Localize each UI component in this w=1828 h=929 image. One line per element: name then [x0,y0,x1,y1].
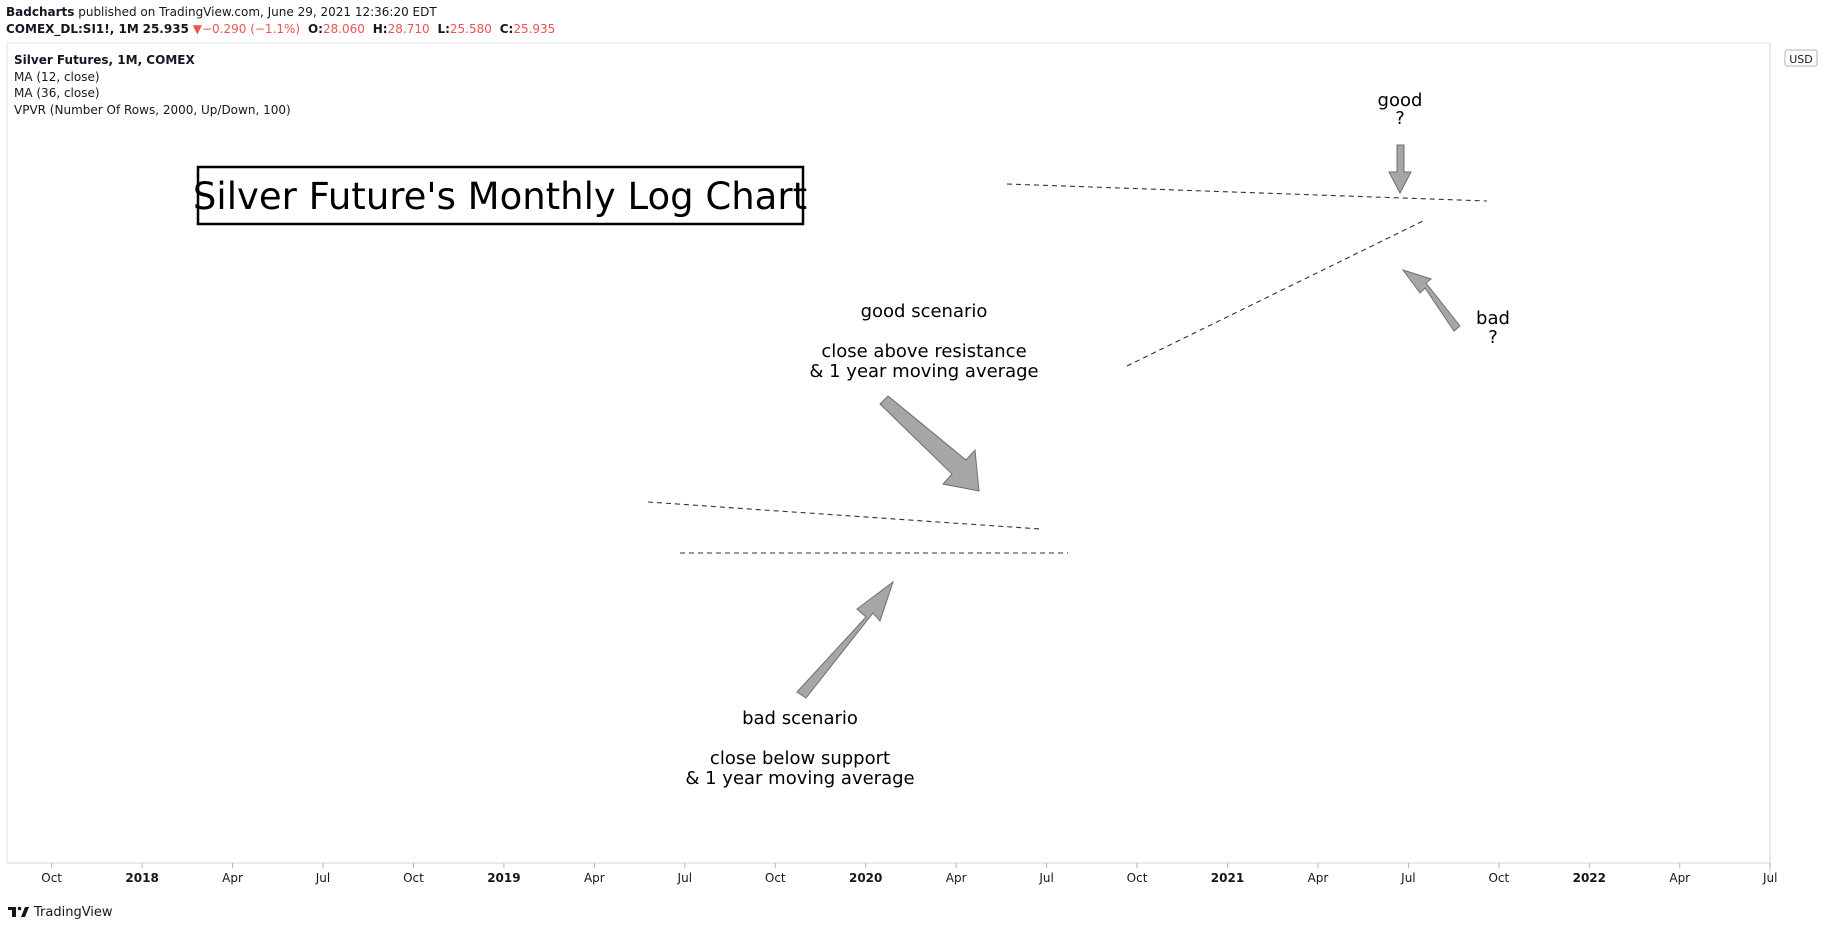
good-arrow-icon [879,395,980,492]
footer-brand: TradingView [33,905,113,920]
last-price: 25.935 [142,22,189,36]
x-tick-label: 2021 [1211,871,1244,885]
x-tick-label: 2020 [849,871,882,885]
currency-box [1784,49,1818,67]
bad-scenario-text-2: & 1 year moving average [685,768,914,789]
high-label: H: [372,22,388,36]
bad-label: bad [1476,308,1510,329]
down-arrow-icon: ▼ [192,22,202,36]
x-tick-label: 2022 [1573,871,1606,885]
chart-title: Silver Future's Monthly Log Chart [193,175,807,218]
currency-label: USD [1789,53,1813,66]
legend-vpvr[interactable]: VPVR (Number Of Rows, 2000, Up/Down, 100… [14,102,291,117]
x-tick-label: Oct [41,871,62,885]
price-change: −0.290 (−1.1%) [201,22,301,36]
high-value: 28.710 [387,22,430,36]
x-tick-label: Oct [403,871,424,885]
logo-dot [17,906,22,911]
logo-slash [21,907,29,917]
good-scenario-text-1: close above resistance [821,341,1026,362]
close-value: 25.935 [513,22,556,36]
support-line-upper [1126,219,1426,367]
x-tick-label: Jul [1038,871,1053,885]
x-tick-label: Jul [1400,871,1415,885]
x-tick-label: Apr [222,871,243,885]
good-scenario-text-2: & 1 year moving average [809,361,1038,382]
bad-up-arrow-icon [1401,269,1461,332]
symbol-label[interactable]: COMEX_DL:SI1!, 1M [6,22,139,36]
x-tick-label: Jul [677,871,692,885]
open-value: 28.060 [322,22,365,36]
header-bar: Badcharts published on TradingView.com, … [0,0,1828,40]
legend-ma36[interactable]: MA (36, close) [14,86,100,100]
x-tick-label: Apr [946,871,967,885]
x-tick-label: Apr [1669,871,1690,885]
trend-lines [647,183,1488,554]
good-scenario-label: good scenario [861,301,988,322]
x-tick-label: Oct [1488,871,1509,885]
title-frame [196,165,805,226]
good-down-arrow-icon [1388,144,1412,195]
legend-series[interactable]: Silver Futures, 1M, COMEX [14,53,195,67]
published-text: published on TradingView.com, June 29, 2… [78,5,437,19]
good-question-mark: ? [1395,108,1405,129]
annotations: good scenario close above resistance & 1… [685,90,1510,789]
resistance-line-upper [1006,183,1488,202]
bad-question-mark: ? [1488,327,1498,348]
x-tick-label: Oct [765,871,786,885]
open-label: O: [307,22,323,36]
bad-scenario-text-1: close below support [710,748,890,769]
tradingview-logo-icon [8,907,16,917]
bad-arrow-icon [796,580,894,699]
resistance-line-lower [647,501,1041,530]
x-tick-label: Jul [1762,871,1777,885]
bad-scenario-label: bad scenario [742,708,858,729]
arrows [796,144,1461,699]
x-tick-label: Oct [1127,871,1148,885]
publisher-name[interactable]: Badcharts [6,5,75,19]
currency-badge[interactable]: USD [1784,49,1818,67]
footer-logo[interactable]: TradingView [8,903,113,920]
low-label: L: [437,22,450,36]
good-label: good [1378,90,1423,111]
title-box: Silver Future's Monthly Log Chart [193,165,807,226]
time-axis: Oct 2018 Apr Jul Oct 2019 Apr Jul Oct 2020 Apr Jul O… [41,863,1777,885]
x-tick-label: 2019 [487,871,520,885]
x-tick-label: 2018 [125,871,158,885]
publish-line: Badcharts published on TradingView.com, … [6,5,437,19]
legend-ma12[interactable]: MA (12, close) [14,69,100,84]
x-tick-label: Apr [584,871,605,885]
indicator-legend: Silver Futures, 1M, COMEX MA (12, close)… [14,52,291,118]
x-tick-label: Jul [315,871,330,885]
x-tick-label: Apr [1308,871,1329,885]
ohlc-line: COMEX_DL:SI1!, 1M 25.935 ▼−0.290 (−1.1%)… [6,22,555,36]
low-value: 25.580 [449,22,492,36]
close-label: C: [499,22,514,36]
